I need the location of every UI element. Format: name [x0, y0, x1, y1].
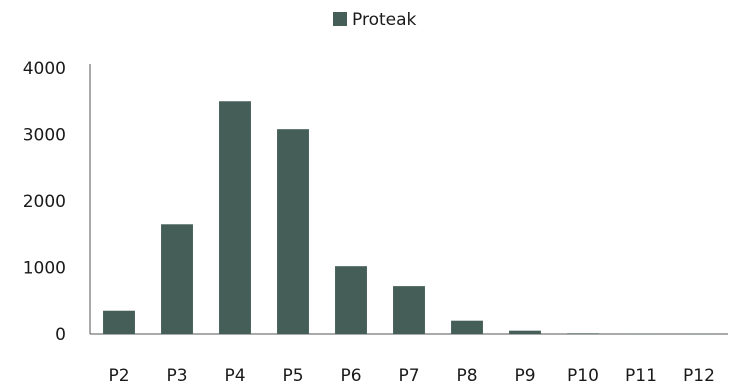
x-tick-label: P7: [398, 366, 419, 386]
bar-p9: [509, 330, 541, 334]
bar-p4: [219, 101, 251, 334]
x-tick-label: P8: [456, 366, 477, 386]
legend-swatch-proteak: [333, 12, 347, 26]
bar-p8: [451, 320, 483, 334]
bar-p3: [161, 224, 193, 334]
bars: [103, 101, 715, 334]
x-tick-label: P11: [625, 366, 657, 386]
x-tick-label: P10: [567, 366, 599, 386]
y-tick-label: 3000: [23, 126, 66, 146]
y-axis-ticks: 0 1000 2000 3000 4000: [23, 59, 66, 345]
legend: Proteak: [333, 10, 417, 30]
x-axis-ticks: P2 P3 P4 P5 P6 P7 P8 P9 P10 P11 P12: [108, 366, 714, 386]
bar-p2: [103, 310, 135, 334]
bar-p7: [393, 286, 425, 334]
x-tick-label: P2: [108, 366, 129, 386]
x-tick-label: P4: [224, 366, 245, 386]
y-tick-label: 0: [55, 325, 66, 345]
x-tick-label: P3: [166, 366, 187, 386]
y-tick-label: 4000: [23, 59, 66, 79]
bar-p10: [567, 333, 599, 334]
y-tick-label: 1000: [23, 259, 66, 279]
x-tick-label: P5: [282, 366, 303, 386]
y-tick-label: 2000: [23, 192, 66, 212]
bar-p6: [335, 266, 367, 334]
x-tick-label: P12: [683, 366, 715, 386]
legend-label-proteak: Proteak: [352, 10, 417, 30]
x-tick-label: P9: [514, 366, 535, 386]
x-tick-label: P6: [340, 366, 361, 386]
bar-p5: [277, 129, 309, 334]
